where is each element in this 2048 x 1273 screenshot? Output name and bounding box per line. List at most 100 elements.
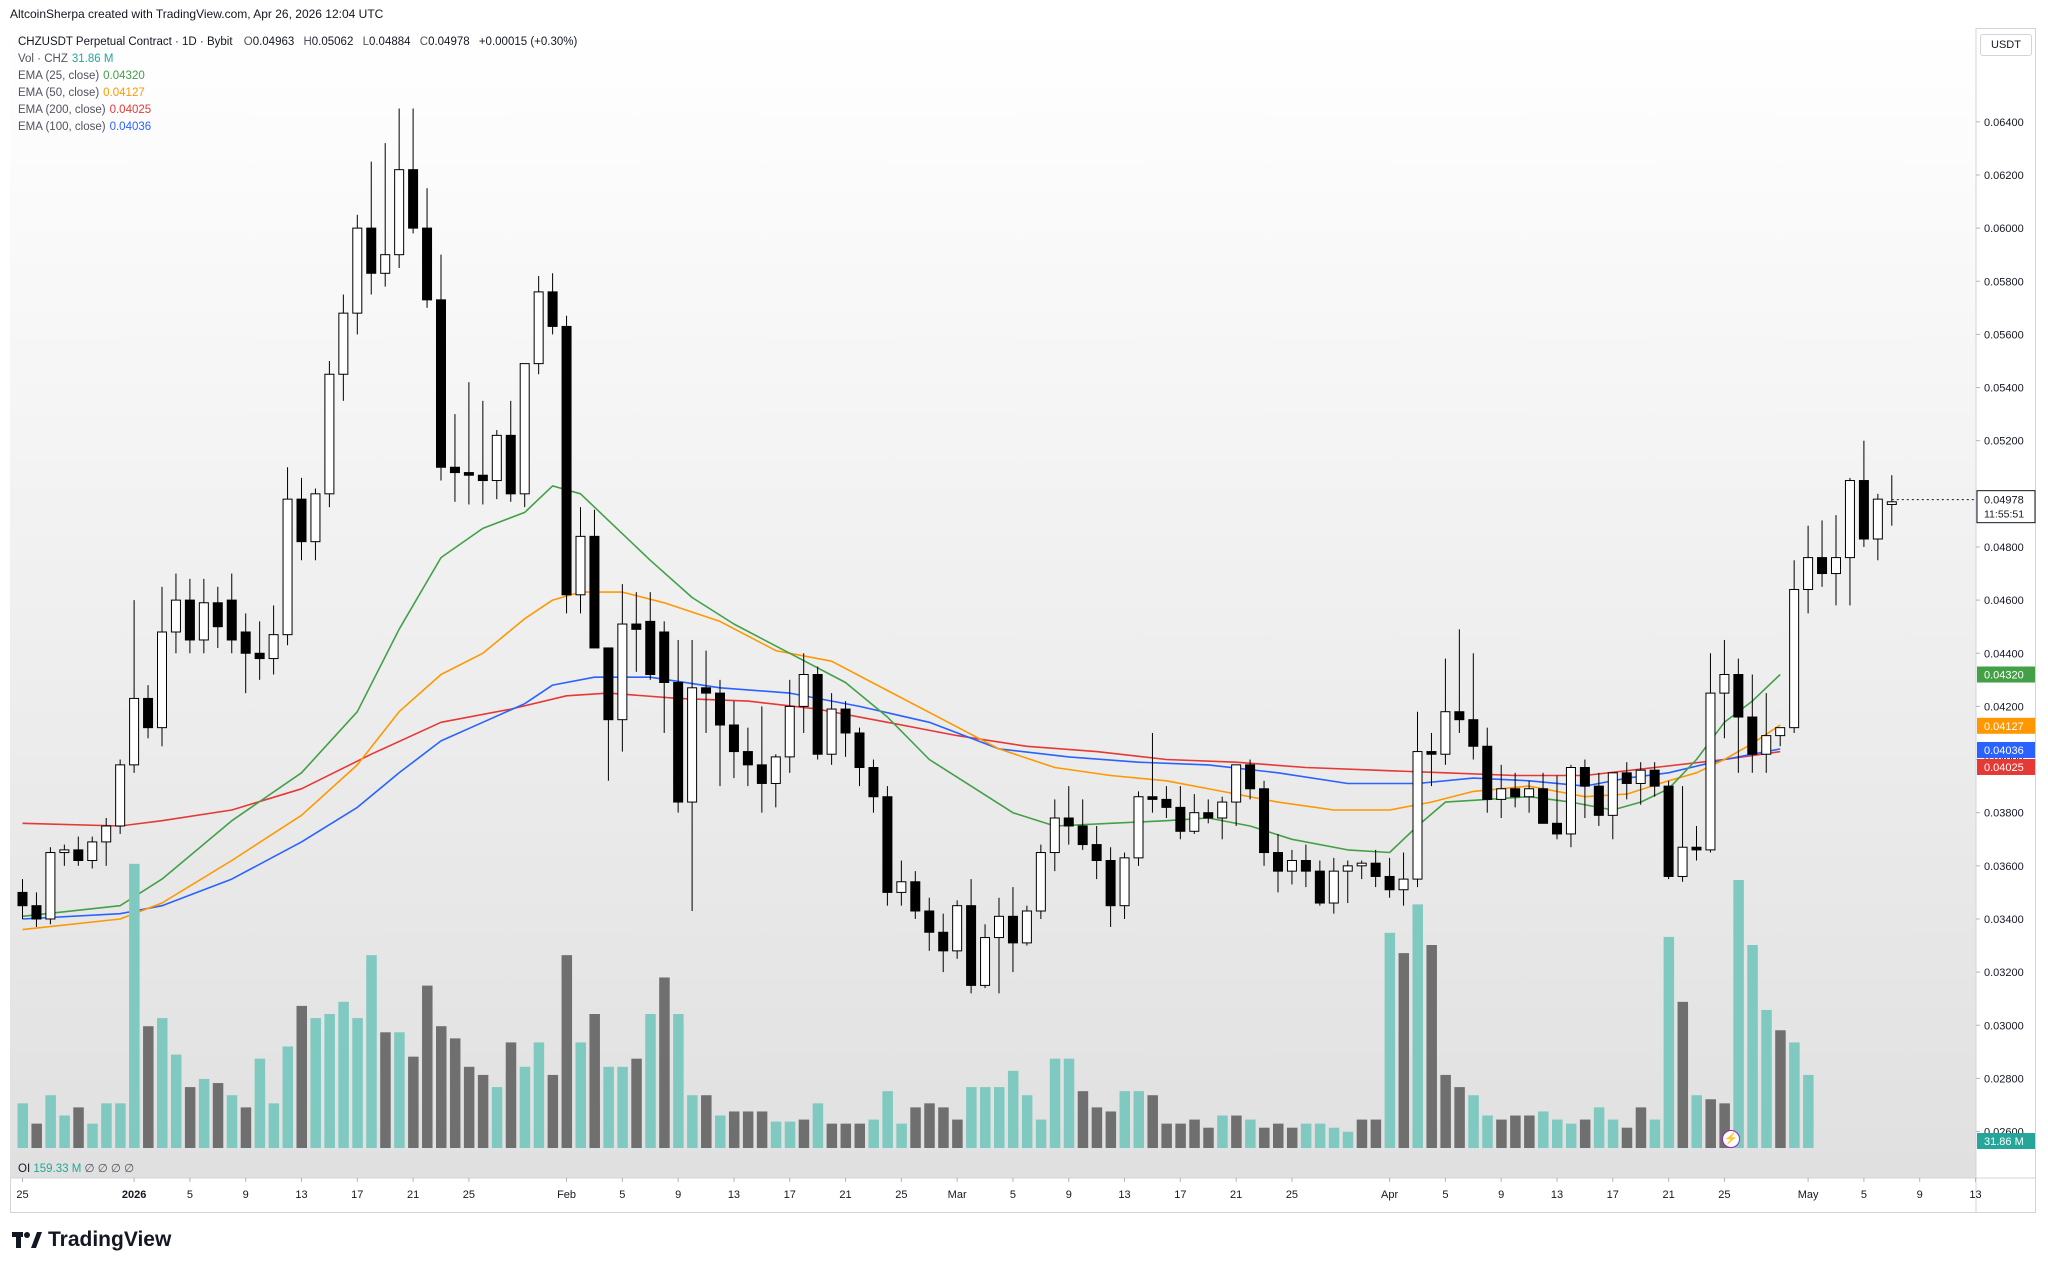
legend-ema100-row[interactable]: EMA (100, close) 0.04036 bbox=[18, 119, 577, 136]
candle-body bbox=[882, 796, 893, 893]
candle-body bbox=[1398, 878, 1409, 891]
candle-body bbox=[1300, 860, 1311, 872]
volume-bar bbox=[631, 1058, 642, 1148]
volume-bar bbox=[87, 1123, 98, 1148]
volume-bar bbox=[826, 1123, 838, 1148]
candle-body bbox=[589, 535, 600, 649]
symbol-label[interactable]: CHZUSDT Perpetual Contract · 1D · Bybit bbox=[18, 36, 233, 48]
volume-bar bbox=[1565, 1123, 1577, 1148]
price-chart[interactable]: 0.06400 0.06200 0.06000 0.05800 0.05600 0.054… bbox=[10, 28, 2036, 1213]
price-tick-label: 0.06000 bbox=[1984, 223, 2024, 235]
candle-body bbox=[1872, 498, 1883, 540]
price-tick-label: 0.04400 bbox=[1984, 648, 2024, 660]
volume-bar bbox=[980, 1087, 991, 1148]
candle-body bbox=[1733, 674, 1744, 718]
candle-body bbox=[338, 312, 349, 375]
time-tick-label: 25 bbox=[463, 1189, 475, 1201]
volume-bar bbox=[575, 1042, 586, 1148]
time-tick-label: 21 bbox=[407, 1189, 419, 1201]
candle-body bbox=[505, 434, 516, 495]
volume-bar bbox=[1231, 1115, 1242, 1148]
volume-bar bbox=[1342, 1131, 1354, 1148]
price-tick-label: 0.03600 bbox=[1984, 861, 2024, 873]
candle-body bbox=[1831, 557, 1841, 575]
candle-body bbox=[1189, 812, 1200, 832]
volume-bar bbox=[1384, 932, 1396, 1148]
volume-bar bbox=[966, 1087, 977, 1148]
candle-body bbox=[798, 674, 809, 707]
price-tick-label: 0.05200 bbox=[1984, 436, 2024, 448]
candle-body bbox=[1510, 788, 1521, 798]
volume-bar bbox=[770, 1121, 782, 1148]
lightning-icon[interactable]: ⚡ bbox=[1722, 1130, 1740, 1148]
candle-body bbox=[1021, 910, 1032, 944]
volume-bar bbox=[840, 1123, 852, 1148]
volume-bar bbox=[226, 1095, 238, 1148]
volume-bar bbox=[868, 1119, 879, 1148]
legend-ema200-row[interactable]: EMA (200, close) 0.04025 bbox=[18, 102, 577, 119]
candle-body bbox=[645, 620, 656, 676]
price-tick-label: 0.04800 bbox=[1984, 542, 2024, 554]
legend-volume-row[interactable]: Vol · CHZ 31.86 M bbox=[18, 51, 577, 68]
candle-body bbox=[1565, 767, 1576, 835]
volume-bar bbox=[59, 1115, 70, 1148]
volume-bar bbox=[1510, 1115, 1521, 1148]
volume-bar bbox=[352, 1018, 363, 1148]
time-tick-label: 2026 bbox=[122, 1189, 146, 1201]
volume-bar bbox=[1119, 1091, 1131, 1148]
price-unit-selector[interactable]: USDT bbox=[1980, 34, 2032, 56]
volume-bar bbox=[1761, 1009, 1772, 1148]
high-label: H bbox=[303, 36, 312, 48]
time-tick-label: 17 bbox=[784, 1189, 796, 1201]
candle-body bbox=[1496, 788, 1507, 800]
open-label: O bbox=[243, 36, 253, 48]
close-label: C bbox=[419, 36, 429, 48]
volume-bar bbox=[1412, 904, 1423, 1148]
chart-attribution: AltcoinSherpa created with TradingView.c… bbox=[10, 7, 384, 21]
volume-bar bbox=[184, 1087, 196, 1148]
candle-body bbox=[408, 169, 419, 229]
volume-bar bbox=[924, 1103, 935, 1148]
candle-body bbox=[1775, 727, 1786, 737]
chart-background bbox=[10, 28, 1976, 1178]
volume-value: 31.86 M bbox=[71, 53, 114, 65]
legend-ema25-row[interactable]: EMA (25, close) 0.04320 bbox=[18, 68, 577, 85]
volume-bar bbox=[1370, 1119, 1382, 1148]
candle-body bbox=[924, 910, 935, 933]
volume-bar bbox=[756, 1111, 768, 1148]
candle-body bbox=[1440, 711, 1451, 755]
candle-body bbox=[1817, 557, 1828, 575]
ema200-label: EMA (200, close) bbox=[18, 104, 106, 116]
candle-body bbox=[226, 599, 237, 641]
tradingview-logo: TradingView bbox=[12, 1228, 171, 1252]
candle-body bbox=[1175, 806, 1186, 832]
volume-bar bbox=[938, 1107, 949, 1148]
candle-body bbox=[1370, 862, 1381, 877]
volume-bar bbox=[1691, 1095, 1702, 1148]
tradingview-logo-icon bbox=[12, 1230, 42, 1250]
candle-body bbox=[1259, 788, 1270, 854]
candle-body bbox=[1035, 852, 1046, 912]
volume-bar bbox=[617, 1066, 628, 1148]
volume-bar bbox=[994, 1087, 1005, 1148]
candle-body bbox=[296, 498, 307, 543]
volume-bar bbox=[1635, 1107, 1647, 1148]
high-value: 0.05062 bbox=[311, 36, 354, 48]
open-interest-legend[interactable]: OI 159.33 M ∅ ∅ ∅ ∅ bbox=[18, 1161, 134, 1175]
volume-badge-label: 31.86 M bbox=[1984, 1136, 2024, 1148]
volume-bar bbox=[1398, 953, 1410, 1148]
volume-bar bbox=[1091, 1107, 1103, 1148]
time-tick-label: 17 bbox=[351, 1189, 363, 1201]
volume-bar bbox=[952, 1119, 963, 1148]
candle-body bbox=[1384, 875, 1395, 891]
legend-ema50-row[interactable]: EMA (50, close) 0.04127 bbox=[18, 85, 577, 102]
candle-body bbox=[966, 905, 977, 986]
volume-bar bbox=[1049, 1058, 1061, 1148]
candle-body bbox=[659, 631, 670, 683]
volume-bar bbox=[1440, 1074, 1451, 1148]
candle-body bbox=[1105, 860, 1116, 907]
candle-body bbox=[143, 697, 154, 729]
volume-bar bbox=[463, 1066, 475, 1148]
candle-body bbox=[868, 767, 879, 798]
candle-body bbox=[1761, 735, 1772, 755]
